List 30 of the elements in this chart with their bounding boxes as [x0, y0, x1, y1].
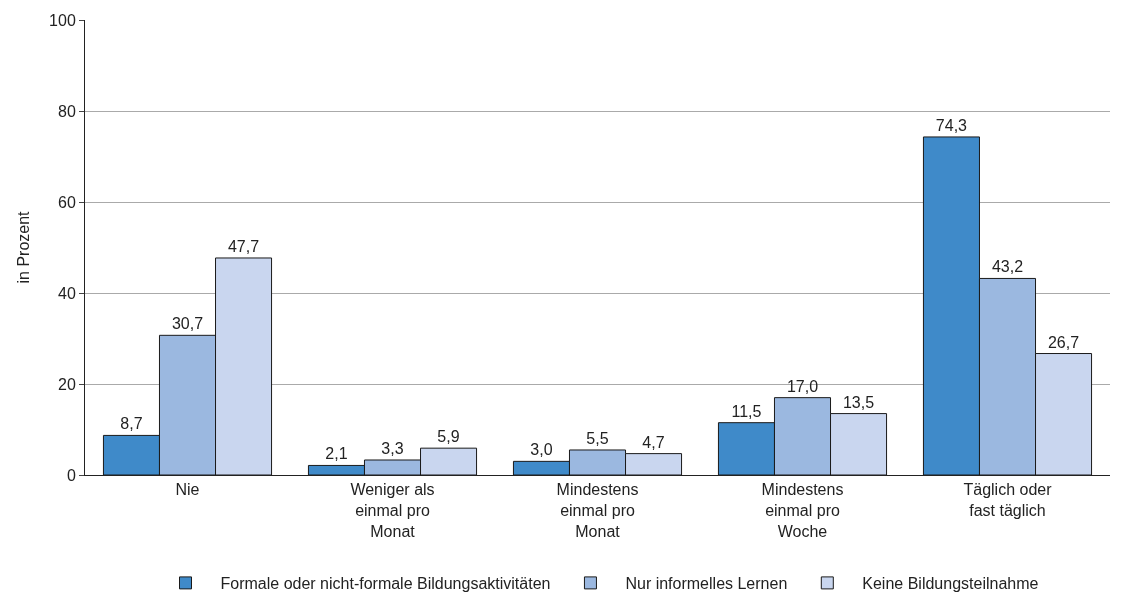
x-tick-label: Nie	[175, 481, 200, 499]
data-label: 26,7	[1047, 333, 1080, 351]
x-tick-label: Mindestens einmal pro Woche	[761, 481, 844, 540]
legend-label: Nur informelles Lernen	[625, 575, 788, 593]
y-tick-label: 20	[58, 375, 76, 393]
y-tick-label: 100	[49, 11, 76, 29]
data-label: 13,5	[842, 393, 875, 411]
y-tick-label: 40	[58, 284, 76, 302]
x-tick-label: Weniger als einmal pro Monat	[350, 481, 435, 540]
data-label: 4,7	[642, 433, 665, 451]
data-label: 17,0	[786, 377, 819, 395]
data-label: 8,7	[120, 415, 143, 433]
data-label: 2,1	[325, 445, 348, 463]
x-tick-label: Mindestens einmal pro Monat	[556, 481, 639, 540]
x-tick-label: Täglich oder fast täglich	[963, 481, 1053, 519]
data-label: 30,7	[171, 315, 204, 333]
data-label: 3,3	[381, 439, 404, 457]
legend-label: Keine Bildungsteilnahme	[862, 575, 1039, 593]
y-tick-label: 0	[66, 466, 76, 484]
data-label: 74,3	[935, 116, 968, 134]
y-tick-label: 60	[58, 193, 76, 211]
data-label: 5,5	[586, 429, 609, 447]
data-label: 47,7	[227, 237, 260, 255]
legend-label: Formale oder nicht-formale Bildungsaktivitäten	[220, 575, 551, 593]
data-label: 5,9	[437, 428, 460, 446]
y-tick-label: 80	[58, 102, 76, 120]
data-label: 3,0	[530, 441, 553, 459]
y-axis-title: in Prozent	[15, 210, 32, 284]
data-label: 11,5	[731, 402, 762, 420]
data-label: 43,2	[991, 258, 1024, 276]
